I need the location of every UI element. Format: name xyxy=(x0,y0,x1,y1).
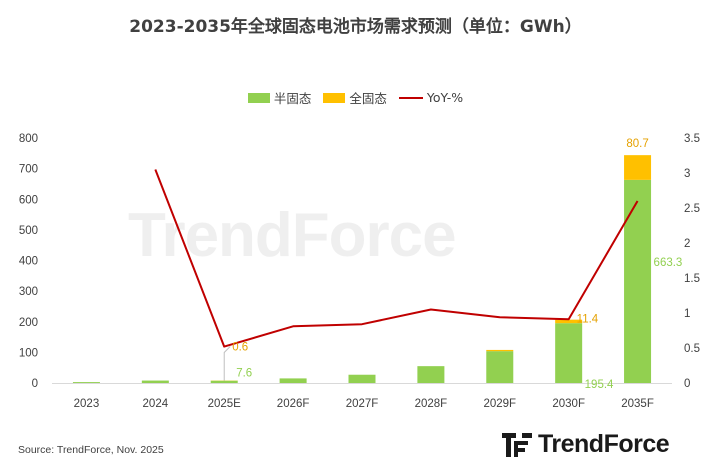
y-left-tick-label: 0 xyxy=(32,378,38,390)
data-label-semi: 7.6 xyxy=(236,367,252,379)
legend-label-yoy: YoY-% xyxy=(426,90,464,105)
legend-swatch-semi xyxy=(247,92,270,103)
legend-swatch-full xyxy=(323,92,346,103)
legend-item-full: 全固态 xyxy=(323,88,387,107)
brand-logo: TrendForce xyxy=(502,430,670,459)
bar-semi-solid xyxy=(555,323,583,383)
y-left-tick-label: 200 xyxy=(19,317,38,329)
x-tick-label: 2024 xyxy=(143,398,169,410)
y-left-tick-label: 500 xyxy=(19,225,38,237)
yoy-line xyxy=(154,169,639,348)
y-left-tick-label: 600 xyxy=(19,194,38,206)
watermark: TrendForce xyxy=(128,201,457,270)
legend-label-semi: 半固态 xyxy=(273,91,312,106)
bar-semi-solid xyxy=(624,179,652,383)
y-right-tick-label: 1.5 xyxy=(684,273,700,285)
bar-full-solid xyxy=(555,319,583,324)
bar-semi-solid xyxy=(417,366,445,383)
chart-title: 2023-2035年全球固态电池市场需求预测（单位：GWh） xyxy=(129,17,582,37)
y-left-tick-label: 400 xyxy=(19,256,38,268)
data-label-semi: 195.4 xyxy=(585,379,614,391)
y-right-tick-label: 2.5 xyxy=(684,203,700,215)
x-tick-label: 2027F xyxy=(346,398,379,410)
data-label-full: 11.4 xyxy=(577,314,599,326)
legend-item-semi: 半固态 xyxy=(247,88,312,107)
logo-text: TrendForce xyxy=(538,430,670,458)
bar-full-solid xyxy=(624,155,652,180)
y-right-tick-label: 3 xyxy=(684,168,690,180)
data-label-semi: 663.3 xyxy=(654,257,683,269)
bar-full-solid xyxy=(486,349,514,352)
bar-semi-solid xyxy=(279,378,307,383)
bar-semi-solid xyxy=(72,382,100,383)
bar-semi-solid xyxy=(486,351,514,383)
x-tick-label: 2028F xyxy=(415,398,448,410)
x-tick-label: 2023 xyxy=(74,398,100,410)
legend-item-yoy: YoY-% xyxy=(398,90,464,105)
source-note: Source: TrendForce, Nov. 2025 xyxy=(18,444,164,456)
trendforce-logo-icon xyxy=(502,432,532,457)
leader-line xyxy=(223,346,231,381)
y-right-tick-label: 0.5 xyxy=(684,343,700,355)
bar-semi-solid xyxy=(141,380,169,383)
y-right-tick-label: 2 xyxy=(684,238,690,250)
legend: 半固态 全固态 YoY-% xyxy=(0,88,711,107)
y-left-tick-label: 100 xyxy=(19,347,38,359)
y-left-tick-label: 700 xyxy=(19,164,38,176)
y-right-tick-label: 1 xyxy=(684,308,690,320)
bar-semi-solid xyxy=(210,380,238,383)
x-tick-label: 2035F xyxy=(621,398,654,410)
y-left-tick-label: 300 xyxy=(19,286,38,298)
y-left-tick-label: 800 xyxy=(19,133,38,145)
legend-label-full: 全固态 xyxy=(349,91,387,106)
data-label-full: 80.7 xyxy=(626,138,648,150)
x-tick-label: 2030F xyxy=(552,398,585,410)
data-label-full: 0.6 xyxy=(232,341,248,353)
legend-swatch-yoy xyxy=(398,96,423,99)
x-tick-label: 2025E xyxy=(208,398,242,410)
y-right-tick-label: 3.5 xyxy=(684,133,700,145)
x-tick-label: 2026F xyxy=(277,398,310,410)
bar-semi-solid xyxy=(348,374,376,383)
x-tick-label: 2029F xyxy=(483,398,516,410)
y-right-tick-label: 0 xyxy=(684,378,690,390)
